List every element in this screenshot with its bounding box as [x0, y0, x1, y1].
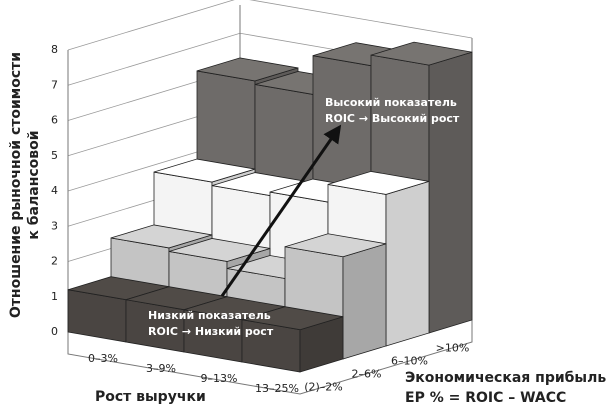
y-tick-label: 3 [51, 219, 58, 232]
z-axis-label: EP % = ROIC – WACC [405, 390, 566, 406]
y-tick-label: 5 [51, 149, 58, 162]
annotation: Высокий показатель [325, 96, 457, 109]
axis-line [67, 320, 473, 395]
bar-top [284, 233, 387, 258]
bar-side [428, 51, 473, 334]
bar-3d [241, 306, 344, 373]
z-tick-label: 6–10% [391, 355, 428, 368]
x-tick-label: 3–9% [146, 362, 176, 375]
annotation: Низкий показатель [148, 309, 271, 322]
x-axis-label: Рост выручки [95, 389, 206, 405]
y-tick-label: 6 [51, 114, 58, 127]
bar-top [168, 238, 271, 262]
bar-side [342, 243, 387, 360]
bar-top [370, 41, 473, 66]
z-tick-label: 2–6% [352, 368, 382, 381]
y-tick-label: 4 [51, 184, 58, 197]
y-tick-label: 0 [51, 325, 58, 338]
bar-top [153, 158, 256, 183]
x-tick-label: 9–13% [201, 372, 238, 385]
labels: Отношение рыночной стоимости к балансово… [8, 52, 606, 406]
y-axis-label: к балансовой [26, 130, 42, 239]
bar-top [327, 171, 430, 195]
annotation: ROIC → Низкий рост [148, 325, 274, 338]
z-axis-label: Экономическая прибыль [405, 370, 606, 386]
bar-top [110, 224, 213, 249]
y-tick-label: 7 [51, 78, 58, 91]
arrow [220, 124, 342, 297]
y-tick-label: 2 [51, 255, 58, 268]
annotation: ROIC → Высокий рост [325, 112, 460, 125]
grid-line [67, 0, 473, 51]
bar-top [241, 306, 344, 331]
bar-top [196, 57, 299, 82]
y-axis-label: Отношение рыночной стоимости [8, 52, 24, 318]
bar-side [385, 180, 430, 347]
y-tick-label: 1 [51, 290, 58, 303]
y-tick-label: 8 [51, 43, 58, 56]
x-tick-label: 0–3% [88, 352, 118, 365]
z-tick-label: >10% [436, 342, 470, 355]
z-tick-label: (2)–2% [304, 381, 343, 394]
x-tick-label: 13–25% [255, 382, 299, 395]
